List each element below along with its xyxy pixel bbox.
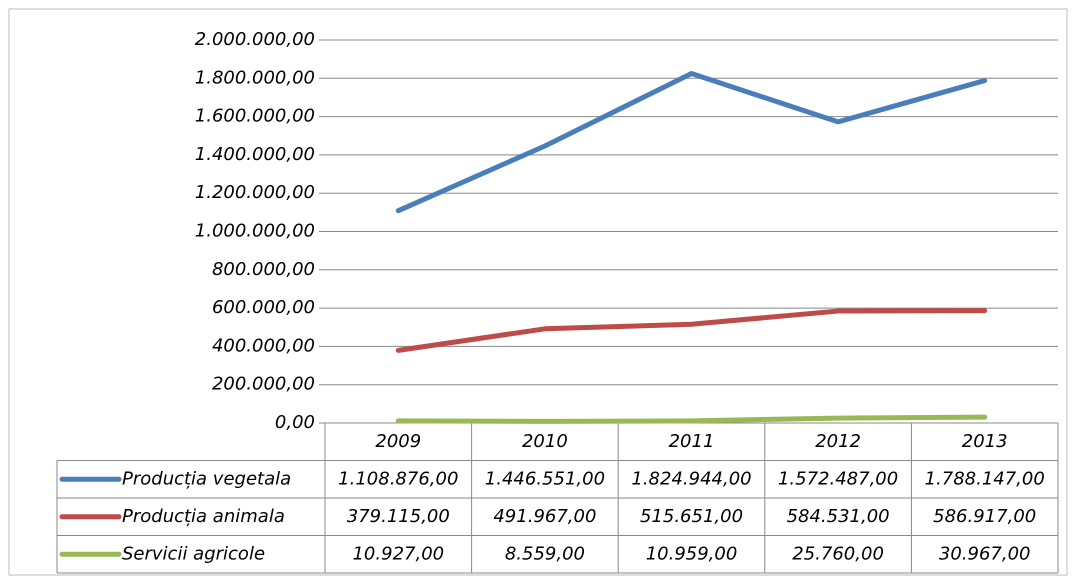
table-value: 491.967,00 bbox=[493, 506, 596, 527]
y-tick-label: 1.800.000,00 bbox=[195, 67, 315, 88]
y-tick-label: 1.400.000,00 bbox=[195, 144, 315, 165]
table-value: 515.651,00 bbox=[640, 506, 743, 527]
x-tick-label: 2009 bbox=[375, 431, 421, 452]
table-value: 10.959,00 bbox=[646, 543, 738, 564]
table-value: 25.760,00 bbox=[792, 543, 884, 564]
chart-border bbox=[8, 8, 1068, 576]
y-tick-label: 1.200.000,00 bbox=[195, 182, 315, 203]
table-value: 8.559,00 bbox=[505, 543, 585, 564]
y-tick-label: 400.000,00 bbox=[212, 335, 315, 356]
table-value: 1.824.944,00 bbox=[631, 468, 751, 489]
series-line bbox=[395, 71, 988, 214]
y-tick-label: 0,00 bbox=[275, 412, 315, 433]
table-value: 10.927,00 bbox=[352, 543, 444, 564]
table-value: 1.446.551,00 bbox=[485, 468, 605, 489]
x-tick-label: 2013 bbox=[962, 431, 1008, 452]
legend-label: Servicii agricole bbox=[122, 543, 265, 564]
x-tick-label: 2012 bbox=[815, 431, 861, 452]
y-tick-label: 200.000,00 bbox=[212, 374, 315, 395]
y-tick-label: 2.000.000,00 bbox=[195, 29, 315, 50]
y-tick-label: 600.000,00 bbox=[212, 297, 315, 318]
table-value: 30.967,00 bbox=[939, 543, 1031, 564]
x-tick-label: 2010 bbox=[522, 431, 568, 452]
table-value: 1.108.876,00 bbox=[338, 468, 458, 489]
table-value: 586.917,00 bbox=[933, 506, 1036, 527]
table-value: 584.531,00 bbox=[787, 506, 890, 527]
table-value: 379.115,00 bbox=[347, 506, 450, 527]
y-tick-label: 1.600.000,00 bbox=[195, 106, 315, 127]
y-tick-label: 1.000.000,00 bbox=[195, 221, 315, 242]
x-tick-label: 2011 bbox=[669, 431, 715, 452]
table-value: 1.788.147,00 bbox=[925, 468, 1045, 489]
table-value: 1.572.487,00 bbox=[778, 468, 898, 489]
legend-label: Producția animala bbox=[122, 506, 285, 527]
series-line bbox=[395, 308, 988, 353]
series-line bbox=[395, 414, 988, 424]
legend-label: Producția vegetala bbox=[122, 468, 291, 489]
y-tick-label: 800.000,00 bbox=[212, 259, 315, 280]
